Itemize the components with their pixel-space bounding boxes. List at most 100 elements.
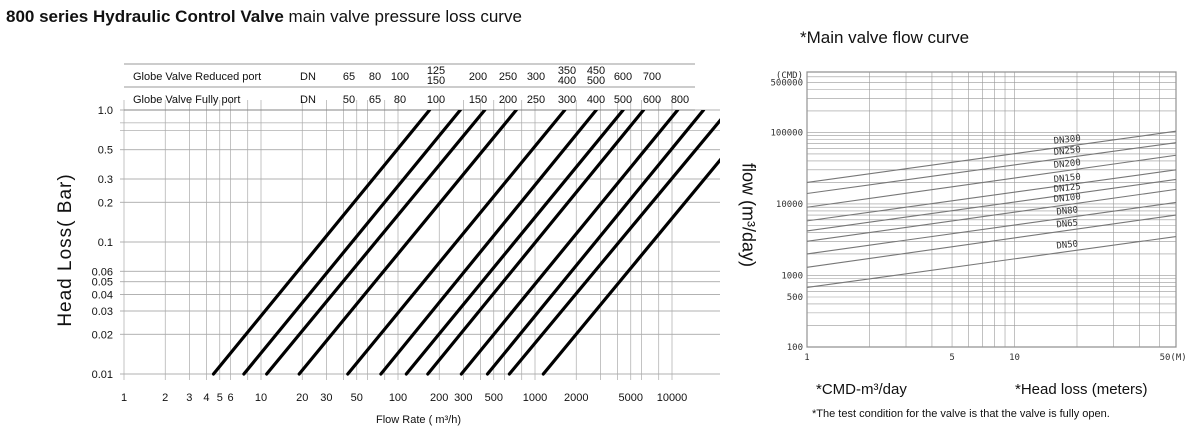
right-curve-dn150 [806,169,1177,222]
left-x-tick-label: 6 [228,392,234,404]
header-size-label: 200 [469,71,487,83]
curve-dn50 [211,110,432,376]
curve-dn400 [459,110,680,376]
right-y-tick-label: 100000 [770,128,803,138]
right-x-tick-label: 50(M) [1160,353,1187,363]
right-series-label: DN200 [1053,158,1081,171]
header-size-label: 100 [427,94,445,106]
right-x-tick-label: 1 [804,353,809,363]
right-curve-dn80 [806,201,1177,255]
right-curve-dn200 [806,154,1177,208]
curve-dn80 [265,110,487,376]
left-x-tick-label: 100 [389,392,407,404]
curve-dn250 [404,110,625,376]
right-curve-dn250 [806,142,1177,195]
right-series-label: DN300 [1053,134,1081,147]
header-size-label: 250 [527,94,545,106]
right-curve-dn65 [806,214,1177,268]
right-curve-dn100 [806,188,1177,242]
page-title-rest: main valve pressure loss curve [283,7,522,26]
left-y-tick-label: 0.1 [98,237,113,249]
left-y-tick-label: 0.05 [92,277,113,289]
left-x-tick-label: 5 [217,392,223,404]
page-title: 800 series Hydraulic Control Valve main … [6,7,522,27]
curve-dn500 [485,110,706,376]
left-x-tick-label: 10 [255,392,267,404]
header-size-label: 300 [558,94,576,106]
curve-dn150 [346,110,567,376]
left-y-tick-label: 0.01 [92,369,113,381]
right-series-label: DN65 [1056,218,1079,230]
header-size-label: 500 [614,94,632,106]
header-dn-label: DN [300,71,316,83]
left-x-tick-label: 10000 [657,392,688,404]
left-y-tick-label: 0.04 [92,290,113,302]
header-size-label: 350 [558,65,576,77]
curve-dn600 [507,118,720,376]
left-x-tick-label: 5000 [619,392,643,404]
right-series-label: DN125 [1053,182,1081,195]
header-size-label: 65 [343,71,355,83]
right-curve-dn50 [806,236,1177,289]
right-y-tick-label: 10000 [776,200,803,210]
header-size-label: 200 [499,94,517,106]
left-x-axis-label-unit: m³/h) [435,414,461,426]
header-size-label: 700 [643,71,661,83]
right-x-tick-label: 10 [1009,353,1020,363]
left-curves [211,110,720,376]
right-x-tick-label: 5 [949,353,954,363]
right-y-unit-label: (CMD) [776,71,803,81]
header-size-label: 150 [427,75,445,87]
left-y-tick-label: 0.02 [92,329,113,341]
header-size-label: 600 [643,94,661,106]
header-size-label: 80 [369,71,381,83]
right-curve-dn125 [806,178,1177,232]
header-size-label: 50 [343,94,355,106]
left-x-tick-label: 500 [485,392,503,404]
left-x-tick-label: 4 [203,392,209,404]
header-size-label: 250 [499,71,517,83]
left-x-tick-label: 30 [320,392,332,404]
left-chart: 1.0 0.5 0.3 0.2 0.1 0.060.050.04 0.03 0.02 0.01 1… [92,63,720,404]
left-y-tick-label: 0.06 [92,266,113,278]
right-y-tick-label: 500 [787,293,803,303]
header-dn-label: DN [300,94,316,106]
header-row-label: Globe Valve Reduced port [133,71,261,83]
left-y-tick-label: 0.03 [92,306,113,318]
left-y-tick-label: 1.0 [98,105,113,117]
header-size-label: 80 [394,94,406,106]
right-chart-title: *Main valve flow curve [800,28,970,47]
left-y-tick-label: 0.3 [98,174,113,186]
right-series-label: DN50 [1056,239,1079,251]
header-size-label: 65 [369,94,381,106]
right-series-label: DN150 [1053,172,1081,185]
left-x-tick-label: 300 [454,392,472,404]
curve-dn300 [426,110,646,376]
curve-dn800 [541,157,720,376]
right-y-tick-label: 100 [787,343,803,353]
left-x-tick-label: 20 [296,392,308,404]
header-size-label: 400 [587,94,605,106]
curve-dn200 [379,110,598,376]
right-x-axis-label: *Head loss (meters) [1015,381,1148,398]
right-y-tick-label: 1000 [781,271,803,281]
right-curve-dn300 [806,130,1177,183]
curve-dn65 [242,110,462,376]
left-y-tick-label: 0.2 [98,197,113,209]
left-x-axis-label: Flow Rate ( m³/h) [376,414,461,426]
right-plot-frame [806,71,1177,348]
header-size-label: 450 [587,65,605,77]
curve-dn100 [297,110,518,376]
right-y-tick-label: 500000 [770,78,803,88]
header-size-label: 500 [587,75,605,87]
header-size-label: 150 [469,94,487,106]
right-series-label: DN80 [1056,205,1079,217]
header-row-label: Globe Valve Fully port [133,94,240,106]
header-size-label: 800 [671,94,689,106]
left-x-tick-label: 2 [162,392,168,404]
left-x-tick-label: 3 [186,392,192,404]
right-chart: 100 500 1000 10000 100000 500000(CMD) 1 5 10 50(M… [770,71,1186,363]
